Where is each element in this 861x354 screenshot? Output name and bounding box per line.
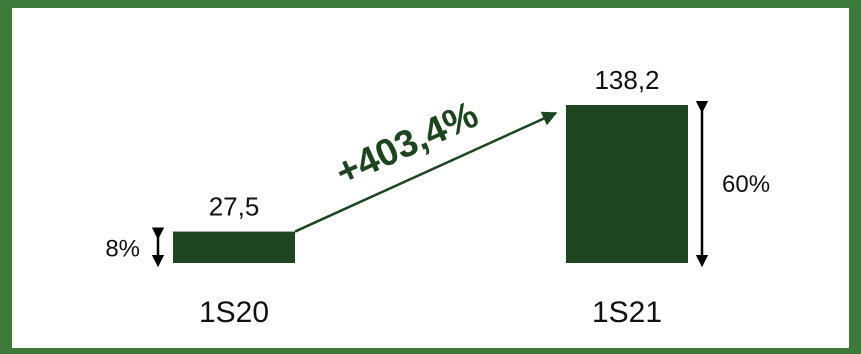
bar-1s20: [173, 231, 295, 263]
category-label-1s21: 1S21: [592, 296, 662, 329]
category-label-1s20: 1S20: [199, 296, 269, 329]
value-label-1s21: 138,2: [594, 65, 659, 95]
growth-arrow: [294, 111, 558, 233]
value-label-1s20: 27,5: [209, 192, 260, 222]
margin-label-1s21: 60%: [722, 171, 770, 198]
margin-label-1s20: 8%: [105, 235, 140, 262]
bar-1s21: [566, 105, 688, 263]
